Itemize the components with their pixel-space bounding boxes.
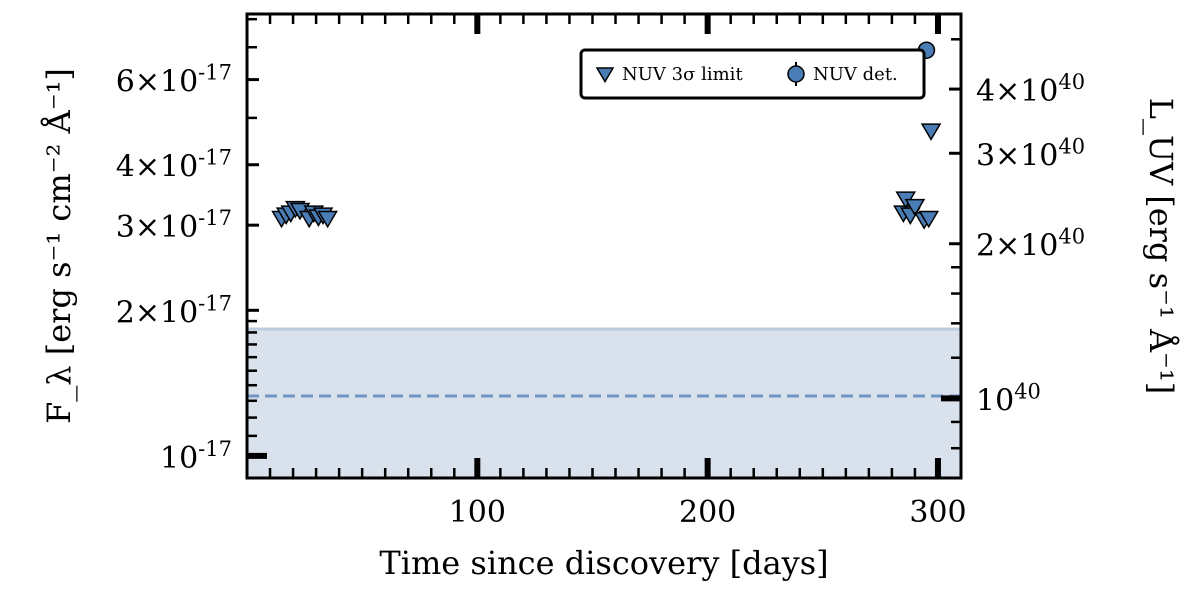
legend-marker-circle-icon xyxy=(787,65,805,83)
legend: NUV 3σ limit NUV det. xyxy=(579,48,926,100)
shaded-band-layer xyxy=(247,327,961,478)
x-tick-label: 200 xyxy=(679,495,736,530)
legend-label-detection: NUV det. xyxy=(813,64,898,85)
y-axis-label-right: L_UV [erg s⁻¹ Å⁻¹] xyxy=(1142,98,1180,395)
x-tick-label: 300 xyxy=(909,495,966,530)
y-left-tick-label: 10-17 xyxy=(160,437,232,476)
limit-marker xyxy=(317,210,338,229)
y-left-tick-label: 6×10-17 xyxy=(116,61,232,100)
limit-marker xyxy=(904,198,926,217)
y-right-tick-label: 3×1040 xyxy=(976,134,1085,173)
y-left-tick-label: 3×10-17 xyxy=(116,206,232,245)
limit-marker xyxy=(918,210,940,229)
limit-marker xyxy=(920,123,942,141)
y-right-tick-label: 4×1040 xyxy=(976,70,1085,109)
legend-label-limit: NUV 3σ limit xyxy=(622,64,743,85)
y-left-tick-label: 4×10-17 xyxy=(116,146,232,185)
shaded-band xyxy=(247,328,961,478)
y-left-tick-label: 2×10-17 xyxy=(116,291,232,330)
plot-frame xyxy=(245,12,963,480)
y-axis-label-left: F_λ [erg s⁻¹ cm⁻² Å⁻¹] xyxy=(40,68,78,424)
y-right-tick-label: 2×1040 xyxy=(976,225,1085,264)
y-right-tick-label: 1040 xyxy=(976,379,1041,418)
x-tick-label: 100 xyxy=(449,495,506,530)
tick-labels-layer: 100 200 300 10-17 2×10-17 3×10-17 4×10-17 6×10-… xyxy=(116,61,1085,530)
x-axis-label: Time since discovery [days] xyxy=(379,544,828,582)
axis-ticks-layer xyxy=(247,14,961,478)
legend-marker-triangle-icon xyxy=(595,67,615,84)
legend-box xyxy=(579,48,926,100)
